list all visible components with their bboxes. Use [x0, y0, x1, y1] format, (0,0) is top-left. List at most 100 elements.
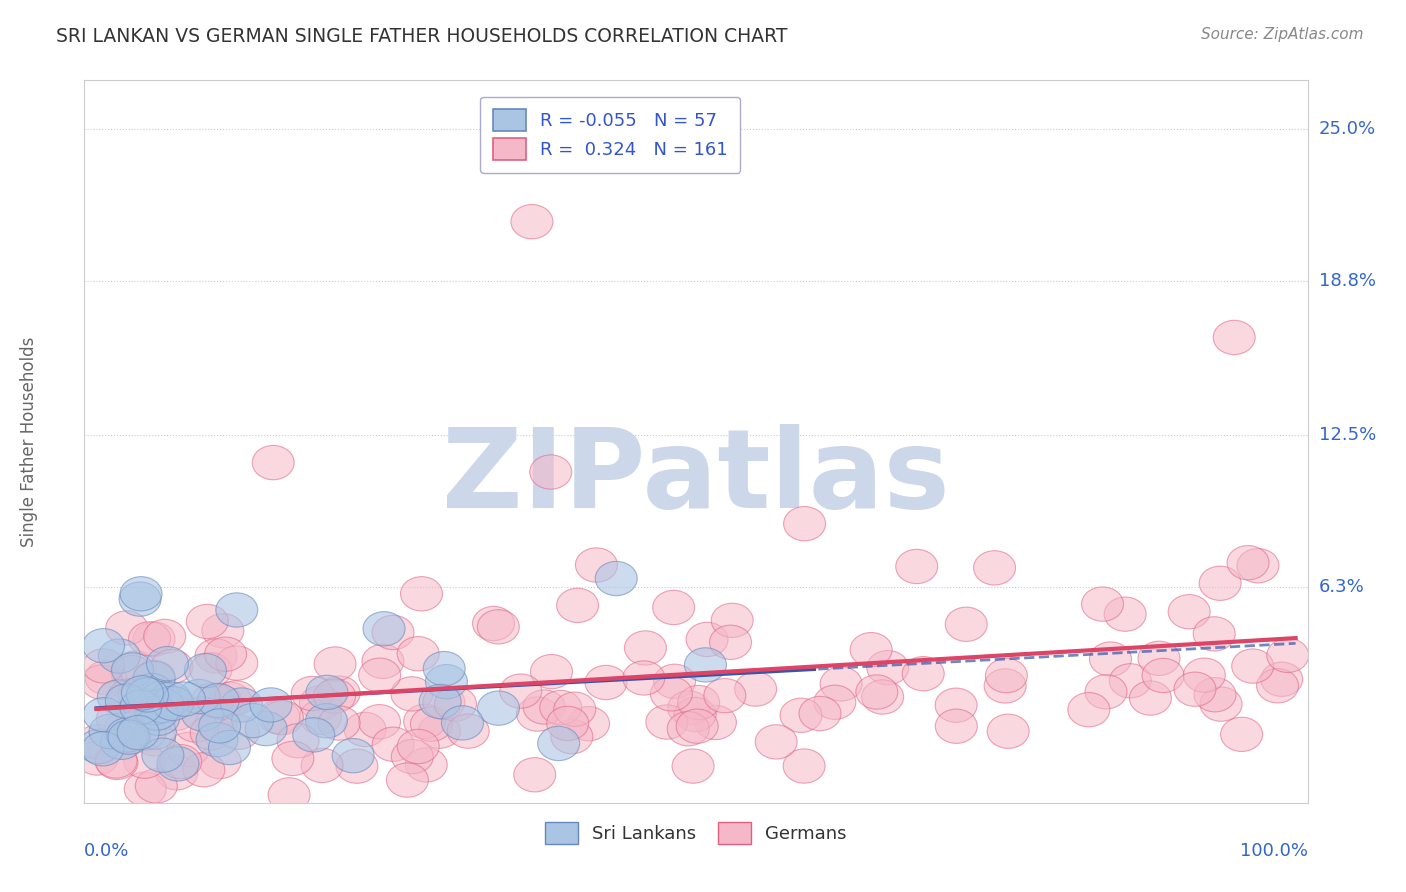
Ellipse shape [537, 726, 579, 761]
Ellipse shape [76, 741, 118, 775]
Ellipse shape [83, 648, 125, 683]
Ellipse shape [401, 576, 443, 611]
Ellipse shape [554, 692, 596, 726]
Ellipse shape [419, 714, 460, 748]
Ellipse shape [318, 676, 360, 710]
Ellipse shape [82, 731, 124, 766]
Ellipse shape [124, 744, 166, 779]
Ellipse shape [195, 639, 238, 673]
Ellipse shape [134, 622, 176, 657]
Ellipse shape [83, 698, 125, 731]
Ellipse shape [141, 681, 183, 716]
Ellipse shape [820, 667, 862, 701]
Ellipse shape [120, 690, 162, 724]
Ellipse shape [299, 686, 342, 720]
Ellipse shape [672, 749, 714, 783]
Ellipse shape [181, 697, 224, 731]
Ellipse shape [77, 724, 120, 759]
Ellipse shape [215, 681, 257, 715]
Ellipse shape [257, 700, 299, 734]
Ellipse shape [1184, 658, 1226, 692]
Ellipse shape [301, 748, 343, 782]
Ellipse shape [215, 593, 257, 627]
Ellipse shape [447, 714, 489, 748]
Ellipse shape [136, 696, 177, 731]
Ellipse shape [108, 720, 150, 755]
Ellipse shape [1137, 641, 1180, 675]
Ellipse shape [783, 507, 825, 541]
Ellipse shape [391, 739, 433, 773]
Text: 6.3%: 6.3% [1319, 578, 1364, 596]
Ellipse shape [405, 747, 447, 782]
Ellipse shape [361, 644, 404, 679]
Ellipse shape [120, 582, 162, 616]
Ellipse shape [202, 614, 243, 648]
Ellipse shape [134, 722, 176, 756]
Ellipse shape [645, 705, 688, 739]
Ellipse shape [513, 757, 555, 792]
Ellipse shape [1227, 546, 1270, 580]
Ellipse shape [441, 706, 484, 740]
Ellipse shape [1257, 669, 1299, 703]
Ellipse shape [344, 713, 387, 747]
Ellipse shape [80, 665, 122, 699]
Ellipse shape [557, 588, 599, 623]
Ellipse shape [523, 690, 565, 724]
Ellipse shape [108, 679, 150, 714]
Ellipse shape [191, 683, 233, 717]
Ellipse shape [510, 204, 553, 239]
Ellipse shape [127, 678, 169, 712]
Ellipse shape [179, 680, 221, 714]
Text: SRI LANKAN VS GERMAN SINGLE FATHER HOUSEHOLDS CORRELATION CHART: SRI LANKAN VS GERMAN SINGLE FATHER HOUSE… [56, 27, 787, 45]
Ellipse shape [174, 708, 217, 742]
Ellipse shape [814, 685, 856, 720]
Ellipse shape [755, 724, 797, 759]
Ellipse shape [98, 639, 141, 673]
Ellipse shape [478, 691, 519, 725]
Ellipse shape [695, 706, 737, 739]
Ellipse shape [221, 688, 263, 723]
Ellipse shape [568, 706, 610, 741]
Ellipse shape [363, 612, 405, 646]
Ellipse shape [478, 609, 519, 644]
Ellipse shape [547, 136, 589, 171]
Ellipse shape [138, 701, 180, 735]
Ellipse shape [105, 611, 148, 645]
Ellipse shape [1267, 638, 1309, 673]
Ellipse shape [128, 622, 170, 656]
Ellipse shape [624, 631, 666, 665]
Ellipse shape [97, 680, 139, 714]
Ellipse shape [530, 655, 572, 689]
Ellipse shape [780, 698, 823, 732]
Ellipse shape [391, 677, 433, 711]
Ellipse shape [111, 656, 153, 690]
Ellipse shape [472, 607, 515, 640]
Ellipse shape [1090, 642, 1132, 676]
Ellipse shape [547, 706, 589, 740]
Ellipse shape [423, 651, 465, 686]
Ellipse shape [1237, 549, 1279, 582]
Ellipse shape [387, 763, 429, 797]
Ellipse shape [134, 662, 176, 696]
Ellipse shape [973, 550, 1015, 585]
Ellipse shape [134, 690, 176, 725]
Ellipse shape [307, 675, 347, 709]
Ellipse shape [530, 455, 572, 489]
Ellipse shape [183, 753, 225, 787]
Ellipse shape [651, 677, 692, 711]
Ellipse shape [575, 548, 617, 582]
Text: 25.0%: 25.0% [1319, 120, 1376, 138]
Ellipse shape [314, 647, 356, 681]
Ellipse shape [184, 654, 226, 688]
Ellipse shape [1174, 672, 1216, 706]
Ellipse shape [83, 629, 125, 663]
Ellipse shape [291, 676, 333, 711]
Ellipse shape [200, 744, 240, 779]
Ellipse shape [1194, 616, 1236, 651]
Text: 100.0%: 100.0% [1240, 842, 1308, 860]
Ellipse shape [131, 673, 173, 707]
Ellipse shape [111, 653, 153, 687]
Ellipse shape [398, 730, 439, 764]
Ellipse shape [710, 625, 752, 659]
Ellipse shape [190, 715, 232, 750]
